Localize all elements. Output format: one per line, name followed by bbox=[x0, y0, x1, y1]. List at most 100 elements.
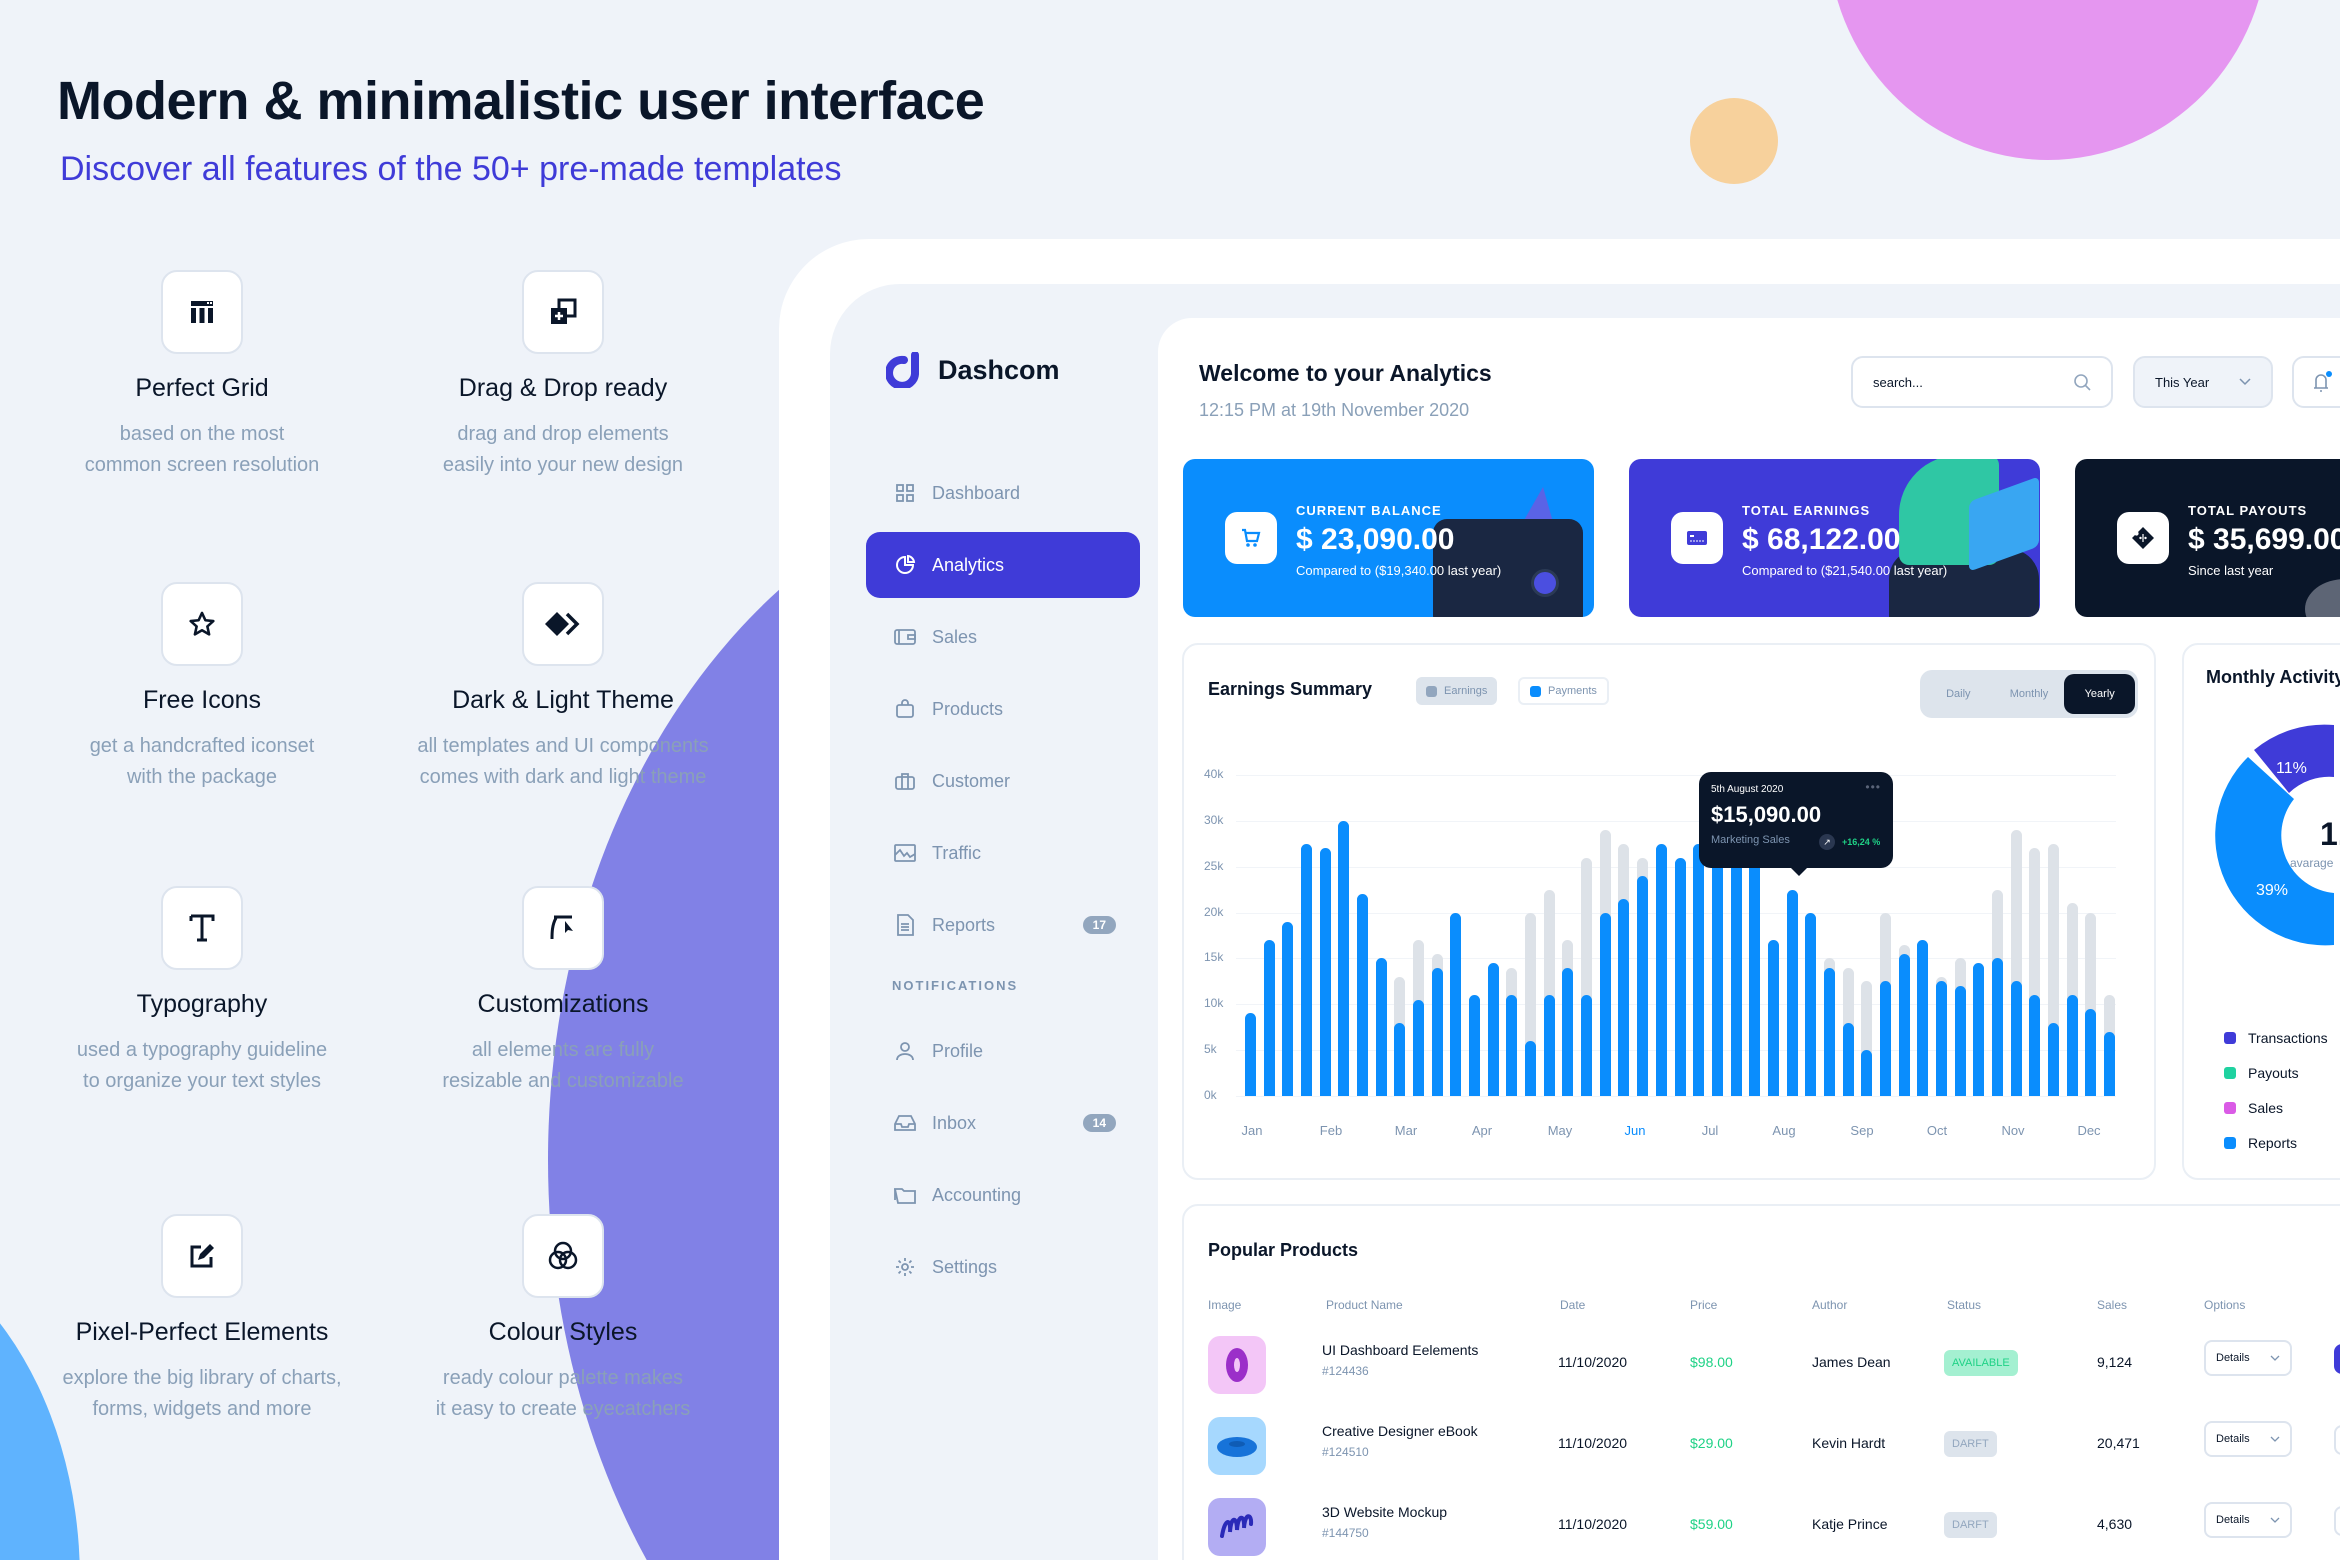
earnings-bar[interactable] bbox=[2029, 848, 2041, 1096]
earnings-bar[interactable] bbox=[2085, 912, 2097, 1096]
details-dropdown[interactable]: Details bbox=[2204, 1421, 2292, 1457]
sidebar-item-products[interactable]: Products bbox=[866, 676, 1140, 742]
notifications-button[interactable] bbox=[2292, 356, 2340, 408]
table-row[interactable]: Creative Designer eBook #124510 11/10/20… bbox=[1184, 1417, 2340, 1497]
tab-daily[interactable]: Daily bbox=[1946, 688, 1971, 700]
payments-bar[interactable] bbox=[1730, 857, 1742, 1096]
payments-bar[interactable] bbox=[1693, 843, 1705, 1096]
payments-bar[interactable] bbox=[1749, 857, 1761, 1096]
app-logo[interactable]: Dashcom bbox=[886, 352, 1060, 388]
payments-bar[interactable] bbox=[1618, 898, 1630, 1096]
table-row[interactable]: 3D Website Mockup #144750 11/10/2020 $59… bbox=[1184, 1498, 2340, 1560]
feature-title: Free Icons bbox=[142, 686, 262, 714]
sidebar-item-analytics[interactable]: Analytics bbox=[866, 532, 1140, 598]
payments-bar[interactable] bbox=[1469, 995, 1481, 1096]
payments-bar[interactable] bbox=[1842, 1022, 1854, 1096]
row-action-button[interactable] bbox=[2334, 1425, 2340, 1455]
payments-bar[interactable] bbox=[1917, 940, 1929, 1096]
tooltip-date: 5th August 2020 bbox=[1711, 784, 1784, 795]
payments-bar[interactable] bbox=[1413, 999, 1425, 1096]
sidebar-item-profile[interactable]: Profile bbox=[866, 1018, 1140, 1084]
payments-bar[interactable] bbox=[1823, 967, 1835, 1096]
earnings-bar[interactable] bbox=[1861, 981, 1873, 1096]
payments-bar[interactable] bbox=[1319, 848, 1331, 1096]
search-box[interactable] bbox=[1851, 356, 2113, 408]
search-icon[interactable] bbox=[2073, 373, 2091, 391]
earnings-bar[interactable] bbox=[2047, 843, 2059, 1096]
payments-bar[interactable] bbox=[1357, 894, 1369, 1096]
earnings-bar[interactable] bbox=[1581, 857, 1593, 1096]
payments-bar[interactable] bbox=[1263, 940, 1275, 1096]
payments-bar[interactable] bbox=[2029, 995, 2041, 1096]
row-action-button[interactable] bbox=[2334, 1344, 2340, 1374]
product-name[interactable]: 3D Website Mockup bbox=[1322, 1504, 1448, 1520]
legend-payments[interactable]: Payments bbox=[1518, 677, 1609, 705]
payments-bar[interactable] bbox=[1599, 912, 1611, 1096]
tooltip-change: +16,24 % bbox=[1842, 837, 1881, 847]
payments-bar[interactable] bbox=[1954, 985, 1966, 1096]
payments-bar[interactable] bbox=[1394, 1022, 1406, 1096]
payments-bar[interactable] bbox=[1711, 843, 1723, 1096]
sidebar-item-reports[interactable]: Reports 17 bbox=[866, 892, 1140, 958]
tab-monthly[interactable]: Monthly bbox=[2009, 688, 2049, 700]
payments-bar[interactable] bbox=[1487, 963, 1499, 1096]
payments-bar[interactable] bbox=[1562, 967, 1574, 1096]
sidebar-item-traffic[interactable]: Traffic bbox=[866, 820, 1140, 886]
product-name[interactable]: Creative Designer eBook bbox=[1322, 1423, 1478, 1439]
sidebar-item-inbox[interactable]: Inbox 14 bbox=[866, 1090, 1140, 1156]
pie-chart-icon bbox=[894, 554, 916, 576]
payments-bar[interactable] bbox=[1674, 857, 1686, 1096]
payments-bar[interactable] bbox=[1506, 995, 1518, 1096]
payments-bar[interactable] bbox=[2066, 995, 2078, 1096]
payments-bar[interactable] bbox=[1898, 953, 1910, 1096]
payments-bar[interactable] bbox=[1245, 1013, 1256, 1096]
payments-bar[interactable] bbox=[1543, 995, 1555, 1096]
product-name[interactable]: UI Dashboard Eelements bbox=[1322, 1342, 1479, 1358]
payments-bar[interactable] bbox=[2104, 1031, 2115, 1096]
payments-bar[interactable] bbox=[1525, 1040, 1537, 1096]
period-dropdown[interactable]: This Year bbox=[2133, 356, 2273, 408]
payments-bar[interactable] bbox=[1450, 912, 1462, 1096]
payments-bar[interactable] bbox=[1301, 843, 1313, 1096]
stat-label: CURRENT BALANCE bbox=[1296, 503, 1442, 518]
earnings-bar[interactable] bbox=[2010, 830, 2022, 1096]
tab-yearly[interactable]: Yearly bbox=[2064, 674, 2136, 714]
row-action-button[interactable] bbox=[2334, 1506, 2340, 1536]
payments-bar[interactable] bbox=[1786, 889, 1798, 1096]
payments-bar[interactable] bbox=[1375, 958, 1387, 1096]
payments-bar[interactable] bbox=[1282, 921, 1294, 1096]
payments-bar[interactable] bbox=[1973, 963, 1985, 1096]
sidebar-item-customer[interactable]: Customer bbox=[866, 748, 1140, 814]
more-dots-icon[interactable]: ••• bbox=[1865, 780, 1881, 794]
sidebar-item-dashboard[interactable]: Dashboard bbox=[866, 460, 1140, 526]
stat-card-total-earnings[interactable]: TOTAL EARNINGS $ 68,122.00 Compared to (… bbox=[1629, 459, 2040, 617]
payments-bar[interactable] bbox=[1581, 995, 1593, 1096]
product-id: #144750 bbox=[1322, 1526, 1369, 1540]
earnings-bar[interactable] bbox=[1543, 889, 1555, 1096]
details-dropdown[interactable]: Details bbox=[2204, 1502, 2292, 1538]
table-row[interactable]: UI Dashboard Eelements #124436 11/10/202… bbox=[1184, 1336, 2340, 1416]
earnings-bar[interactable] bbox=[1525, 912, 1537, 1096]
payments-bar[interactable] bbox=[2010, 981, 2022, 1096]
sidebar-item-sales[interactable]: Sales bbox=[866, 604, 1140, 670]
payments-bar[interactable] bbox=[1935, 981, 1947, 1096]
stat-card-current-balance[interactable]: CURRENT BALANCE $ 23,090.00 Compared to … bbox=[1183, 459, 1594, 617]
payments-bar[interactable] bbox=[1655, 843, 1667, 1096]
sidebar-item-settings[interactable]: Settings bbox=[866, 1234, 1140, 1300]
payments-bar[interactable] bbox=[1637, 875, 1649, 1096]
payments-bar[interactable] bbox=[1338, 820, 1350, 1096]
details-dropdown[interactable]: Details bbox=[2204, 1340, 2292, 1376]
payments-bar[interactable] bbox=[1861, 1050, 1873, 1096]
payments-bar[interactable] bbox=[1879, 981, 1891, 1096]
payments-bar[interactable] bbox=[1991, 958, 2003, 1096]
payments-bar[interactable] bbox=[1767, 940, 1779, 1096]
payments-bar[interactable] bbox=[1805, 912, 1817, 1096]
sidebar-item-accounting[interactable]: Accounting bbox=[866, 1162, 1140, 1228]
search-input[interactable] bbox=[1873, 374, 2073, 390]
payments-bar[interactable] bbox=[1431, 967, 1443, 1096]
sidebar-item-label: Dashboard bbox=[932, 482, 1021, 503]
legend-earnings[interactable]: Earnings bbox=[1416, 677, 1498, 705]
stat-card-total-payouts[interactable]: TOTAL PAYOUTS $ 35,699.00 Since last yea… bbox=[2075, 459, 2340, 617]
payments-bar[interactable] bbox=[2085, 1008, 2097, 1096]
payments-bar[interactable] bbox=[2047, 1022, 2059, 1096]
